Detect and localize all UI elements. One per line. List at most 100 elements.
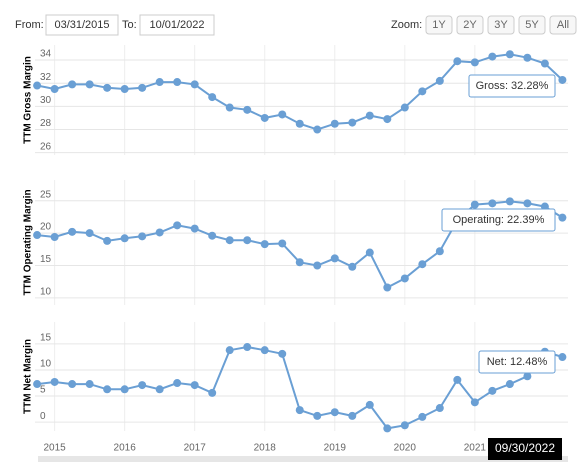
- zoom-button-label[interactable]: 2Y: [463, 19, 477, 31]
- y-axis-title: TTM Operating Margin: [23, 189, 34, 295]
- x-tick-label: 2015: [43, 443, 66, 454]
- point: [50, 377, 59, 386]
- y-tick-label: 30: [40, 95, 52, 106]
- tooltip-box: [478, 350, 556, 374]
- y-tick-label: 5: [40, 385, 46, 396]
- tooltip-text: Net: 12.48%: [487, 356, 548, 368]
- point: [330, 119, 339, 128]
- zoom-button[interactable]: [518, 15, 546, 35]
- point: [85, 380, 94, 389]
- point: [278, 349, 287, 358]
- point: [225, 346, 234, 355]
- x-tick-label: 2017: [184, 443, 207, 454]
- tooltip-text: Gross: 32.28%: [476, 80, 549, 92]
- point: [120, 385, 129, 394]
- point: [103, 236, 112, 245]
- tooltip-text: Operating: 22.39%: [453, 214, 545, 226]
- x-tick-label: 2020: [394, 443, 417, 454]
- zoom-button-label[interactable]: 5Y: [525, 19, 539, 31]
- point: [50, 85, 59, 93]
- point: [523, 199, 532, 208]
- point: [505, 380, 514, 389]
- y-tick-label: 28: [40, 118, 52, 129]
- x-tick-label: 2018: [254, 443, 277, 454]
- zoom-button-label[interactable]: All: [557, 19, 569, 31]
- x-tick-label: 2021: [464, 443, 487, 454]
- point: [330, 254, 339, 263]
- point: [278, 239, 287, 248]
- point: [435, 404, 444, 413]
- tooltip-box: [441, 208, 556, 232]
- to-label: To:: [122, 19, 137, 31]
- y-tick-label: 26: [40, 141, 52, 152]
- from-input[interactable]: [45, 14, 119, 36]
- point: [208, 388, 217, 397]
- point: [365, 248, 374, 257]
- point: [33, 231, 42, 240]
- point: [103, 83, 112, 92]
- point: [313, 125, 322, 134]
- point: [295, 258, 304, 267]
- zoom-button-label[interactable]: 1Y: [432, 19, 446, 31]
- point: [470, 200, 479, 209]
- point: [85, 229, 94, 238]
- x-tick-label: 2019: [324, 443, 347, 454]
- point: [295, 406, 304, 415]
- y-tick-label: 32: [40, 72, 52, 83]
- point: [365, 400, 374, 409]
- point: [138, 381, 147, 390]
- point: [155, 228, 164, 237]
- y-axis-title: TTM Net Margin: [23, 339, 34, 414]
- point: [103, 385, 112, 394]
- point: [470, 398, 479, 407]
- from-value[interactable]: 03/31/2015: [54, 19, 109, 31]
- zoom-label: Zoom:: [391, 19, 422, 31]
- point: [505, 50, 514, 59]
- point: [120, 85, 129, 93]
- point: [540, 59, 549, 68]
- point: [173, 221, 182, 230]
- point: [523, 372, 532, 381]
- zoom-button[interactable]: [425, 15, 453, 35]
- point: [383, 424, 392, 433]
- point: [208, 93, 217, 102]
- y-tick-label: 15: [40, 333, 52, 344]
- to-value[interactable]: 10/01/2022: [149, 19, 204, 31]
- y-axis-title: TTM Gross Margin: [23, 56, 34, 144]
- point: [85, 80, 94, 89]
- zoom-button[interactable]: [487, 15, 515, 35]
- point: [225, 236, 234, 245]
- point: [435, 76, 444, 85]
- y-tick-label: 15: [40, 254, 52, 265]
- crosshair-label: 09/30/2022: [495, 441, 555, 455]
- point: [558, 353, 567, 362]
- zoom-button[interactable]: [549, 15, 577, 35]
- zoom-button[interactable]: [456, 15, 484, 35]
- point: [138, 83, 147, 92]
- to-input[interactable]: [139, 14, 215, 36]
- point: [190, 381, 199, 390]
- point: [155, 385, 164, 394]
- y-tick-label: 20: [40, 222, 52, 233]
- point: [313, 411, 322, 420]
- y-tick-label: 0: [40, 411, 46, 422]
- zoom-button-label[interactable]: 3Y: [494, 19, 508, 31]
- point: [260, 240, 269, 249]
- point: [505, 197, 514, 206]
- point: [68, 380, 77, 389]
- from-label: From:: [15, 19, 44, 31]
- y-tick-label: 25: [40, 189, 52, 200]
- y-tick-label: 34: [40, 49, 52, 60]
- point: [383, 115, 392, 124]
- point: [400, 274, 409, 283]
- point: [488, 199, 497, 208]
- point: [418, 260, 427, 269]
- point: [453, 57, 462, 66]
- point: [348, 118, 357, 127]
- point: [33, 81, 42, 90]
- point: [523, 53, 532, 62]
- point: [190, 224, 199, 233]
- point: [243, 236, 252, 245]
- point: [278, 110, 287, 119]
